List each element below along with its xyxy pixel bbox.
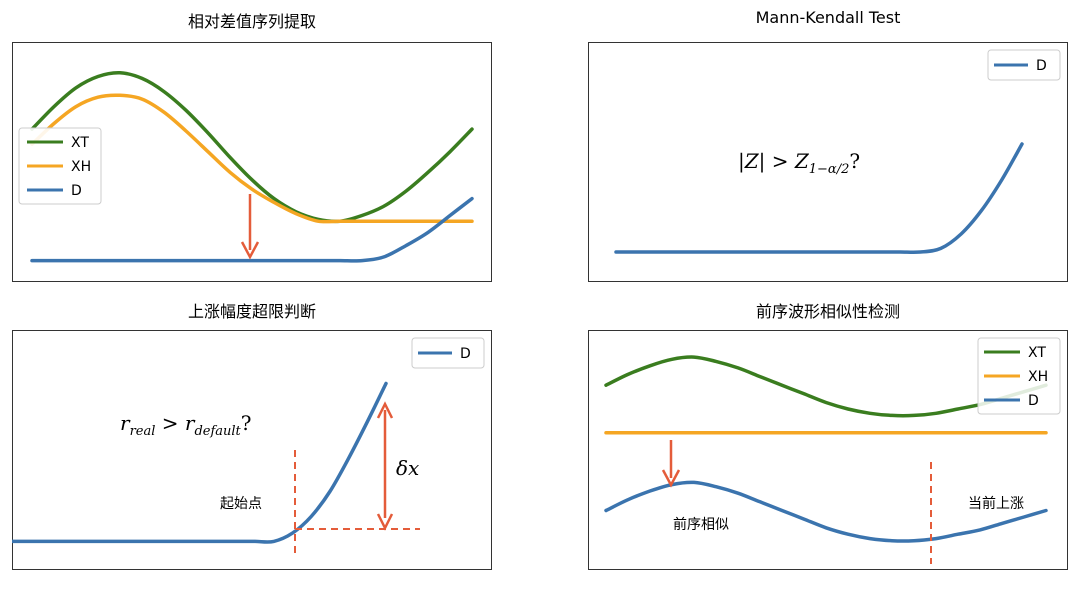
panel-4-title: 前序波形相似性检测	[755, 302, 900, 321]
panel-3-title: 上涨幅度超限判断	[187, 302, 316, 321]
mk-formula: |Z| > Z1−α/2?	[738, 149, 860, 177]
legend-label-xh: XH	[71, 159, 91, 175]
panel-3-chart: δx 起始点 rreal > rdefault? D	[12, 330, 492, 570]
panel-1-title: 相对差值序列提取	[187, 12, 316, 31]
legend: D	[411, 337, 485, 369]
threshold-default-sub: default	[194, 424, 241, 439]
series-line-d	[604, 480, 1048, 543]
series-line-xt	[604, 355, 1048, 418]
series-line-d	[614, 142, 1024, 255]
panel-frame	[588, 42, 1068, 282]
threshold-formula: rreal > rdefault?	[120, 411, 252, 439]
panel-1-chart: XT XH D	[12, 42, 492, 282]
panel-frame	[12, 330, 492, 570]
mk-formula-lhs: |Z| > Z	[738, 149, 810, 174]
legend-label-xh: XH	[1028, 369, 1048, 385]
legend-label-d: D	[1028, 393, 1039, 409]
start-point-label: 起始点	[220, 496, 262, 512]
panel-2-chart: D |Z| > Z1−α/2?	[588, 42, 1068, 282]
prior-similar-label: 前序相似	[673, 516, 729, 533]
down-arrow-head	[661, 469, 681, 488]
legend: XT XH D	[18, 127, 102, 205]
series-line-xt	[30, 71, 474, 224]
threshold-real-sub: real	[130, 424, 156, 439]
threshold-gt-r: > r	[155, 411, 195, 435]
legend: XT XH D	[977, 337, 1061, 415]
mk-formula-subscript: 1−α/2	[809, 162, 850, 177]
series-line-d	[12, 381, 388, 544]
series-line-xh	[30, 93, 474, 224]
series-line-d	[30, 196, 474, 263]
mk-formula-qmark: ?	[849, 149, 860, 173]
legend-label-d: D	[71, 183, 82, 199]
delta-arrow-top	[376, 401, 394, 419]
delta-arrow-bottom	[376, 513, 394, 531]
threshold-qmark: ?	[241, 411, 252, 435]
current-rise-label: 当前上涨	[968, 495, 1024, 512]
legend-label-xt: XT	[1028, 345, 1046, 361]
panel-2-title: Mann-Kendall Test	[755, 8, 901, 27]
legend-label-d: D	[460, 346, 471, 362]
panel-4-chart: 前序相似 当前上涨 XT XH D	[588, 330, 1068, 570]
legend-label-d: D	[1036, 58, 1047, 74]
down-arrow-head	[240, 241, 260, 260]
delta-x-label: δx	[396, 456, 419, 480]
legend-label-xt: XT	[71, 135, 89, 151]
threshold-r-real: r	[120, 411, 131, 435]
legend: D	[987, 49, 1061, 81]
